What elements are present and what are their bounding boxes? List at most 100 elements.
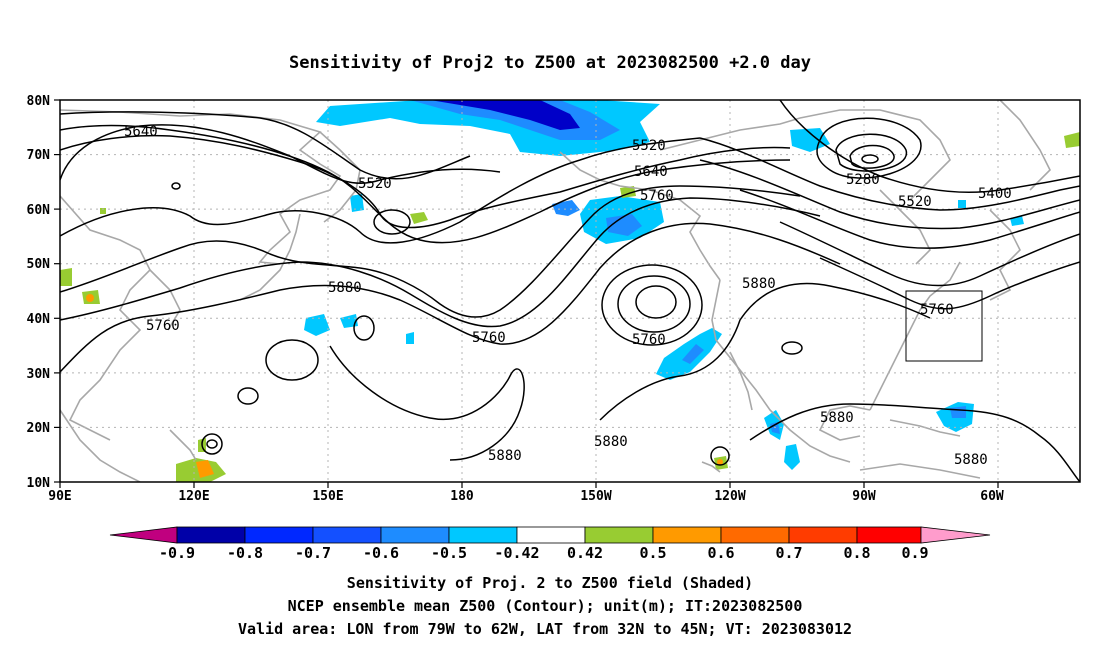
shade-alaska-small	[552, 200, 580, 216]
contour-label: 5880	[594, 434, 628, 450]
shade-pacific-1	[304, 314, 330, 336]
latitude-labels: 80N 70N 60N 50N 40N 30N 20N 10N	[27, 94, 51, 491]
contour-ring-e	[816, 117, 922, 179]
colorbar-segment	[584, 526, 654, 544]
contour-small-1	[373, 209, 411, 235]
lat-label: 60N	[27, 203, 51, 218]
footer-line-1: Sensitivity of Proj. 2 to Z500 field (Sh…	[347, 574, 753, 592]
contour-5760-a	[60, 185, 801, 318]
contour-label: 5880	[328, 280, 362, 296]
contour-ring-f	[835, 133, 907, 172]
colorbar	[109, 526, 991, 544]
colorbar-tick-label: 0.42	[567, 544, 603, 562]
colorbar-segment	[788, 526, 858, 544]
contour-small-5	[353, 315, 375, 341]
shade-green-asia	[60, 268, 72, 286]
lat-label: 40N	[27, 312, 51, 327]
colorbar-segment	[380, 526, 450, 544]
lon-label: 60W	[980, 489, 1004, 504]
coast-korea	[149, 269, 181, 331]
lat-label: 20N	[27, 421, 51, 436]
graticule	[60, 100, 1080, 482]
lat-label: 10N	[27, 476, 51, 491]
contour-5760-b	[60, 197, 821, 328]
contour-low-pacific-2	[617, 275, 691, 333]
shade-caribbean-blue	[950, 406, 966, 418]
contour-small-8	[710, 446, 730, 466]
colorbar-segment	[720, 526, 790, 544]
shade-alaska-blue	[606, 214, 642, 236]
colorbar-labels: -0.9 -0.8 -0.7 -0.6 -0.5 -0.42 0.42 0.5 …	[159, 544, 929, 562]
coast-siberia	[60, 109, 342, 265]
shade-arctic-darkblue	[430, 100, 580, 130]
colorbar-tick-label: -0.5	[431, 544, 467, 562]
colorbar-tick-label: 0.7	[775, 544, 802, 562]
contour-label: 5520	[358, 176, 392, 192]
contour-e2	[699, 159, 1080, 230]
contour-small-7	[206, 439, 218, 449]
shade-pacific-4	[350, 194, 364, 212]
colorbar-tick-label: 0.8	[843, 544, 870, 562]
contour-small-2	[171, 182, 181, 190]
contour-label: 5880	[820, 410, 854, 426]
colorbar-tick-label: 0.6	[707, 544, 734, 562]
colorbar-segment	[448, 526, 518, 544]
colorbar-segment	[176, 526, 246, 544]
shade-pacific-3	[406, 332, 414, 344]
lon-label: 180	[450, 489, 474, 504]
contour-label: 5280	[846, 172, 880, 188]
coast-westcoast-na	[711, 279, 851, 463]
colorbar-segment	[652, 526, 722, 544]
lat-label: 50N	[27, 257, 51, 272]
colorbar-tick-label: -0.6	[363, 544, 399, 562]
longitude-labels: 90E 120E 150E 180 150W 120W 90W 60W	[48, 489, 1004, 504]
contour-label: 5880	[742, 276, 776, 292]
colorbar-segment	[856, 526, 922, 544]
contour-label: 5760	[632, 332, 666, 348]
contour-small-6	[201, 433, 223, 455]
colorbar-tick-label: 0.5	[639, 544, 666, 562]
contour-low-pacific-3	[635, 285, 677, 319]
contour-label: 5640	[634, 164, 668, 180]
footer-line-3: Valid area: LON from 79W to 62W, LAT fro…	[238, 620, 852, 638]
coast-greenland	[999, 100, 1051, 191]
contour-label: 5520	[898, 194, 932, 210]
coast-east-us	[869, 261, 961, 411]
contour-e4	[779, 221, 1080, 287]
contour-c1	[60, 137, 701, 244]
contour-5880-a	[60, 222, 841, 373]
colorbar-right-arrow	[920, 526, 991, 544]
contour-e3	[739, 189, 1080, 249]
contour-label: 5760	[146, 318, 180, 334]
shade-green-pacific	[410, 212, 428, 224]
z500-contours	[60, 100, 1080, 482]
colorbar-tick-label: 0.9	[901, 544, 928, 562]
contour-e5	[819, 257, 1080, 310]
axis-ticks	[54, 99, 999, 488]
coast-japan	[239, 213, 301, 301]
map-frame	[59, 99, 1081, 483]
shade-green-tiny	[100, 208, 106, 214]
map-title: Sensitivity of Proj2 to Z500 at 20230825…	[289, 53, 811, 73]
colorbar-left-arrow	[109, 526, 178, 544]
lat-label: 30N	[27, 367, 51, 382]
coast-hawaii	[701, 461, 721, 473]
coast-labrador	[989, 209, 1021, 301]
coast-kamchatka	[319, 131, 361, 223]
lat-label: 70N	[27, 148, 51, 163]
contour-small-3	[265, 339, 319, 381]
shade-canada-cyan	[790, 128, 830, 152]
colorbar-tick-label: -0.7	[295, 544, 331, 562]
lon-label: 120W	[714, 489, 745, 504]
contour-5400	[779, 100, 1080, 194]
coastlines	[60, 100, 1051, 482]
contour-label: 5760	[640, 188, 674, 204]
contour-small-9	[781, 341, 803, 355]
valid-area-box	[905, 290, 983, 362]
coast-hudson	[879, 189, 931, 265]
coast-indochina	[60, 409, 141, 482]
contour-ring-g	[849, 144, 895, 169]
contour-5640	[60, 124, 791, 244]
contour-e1	[699, 137, 1080, 211]
lon-label: 120E	[178, 489, 209, 504]
